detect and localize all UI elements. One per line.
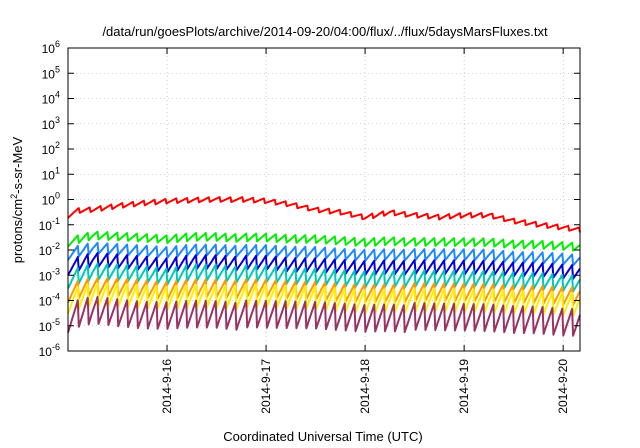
y-axis-label: protons/cm2-s-sr-MeV <box>9 136 25 263</box>
x-tick-label: 2014-9-19 <box>457 359 471 414</box>
y-tick-label: 10-1 <box>39 216 60 233</box>
y-tick-label: 10-5 <box>39 317 60 334</box>
y-axis-label-suffix: -s-sr-MeV <box>10 136 25 193</box>
y-tick-label: 106 <box>42 39 60 56</box>
y-tick-label: 10-3 <box>39 266 60 283</box>
y-tick-label: 10-2 <box>39 241 60 258</box>
y-tick-label: 10-4 <box>39 292 60 309</box>
y-tick-label: 100 <box>42 191 60 208</box>
y-tick-label: 102 <box>42 140 60 157</box>
x-axis-ticks: 2014-9-16 2014-9-17 2014-9-18 2014-9-19 2014… <box>160 48 570 414</box>
x-axis-label: Coordinated Universal Time (UTC) <box>223 429 422 444</box>
y-tick-label: 105 <box>42 64 60 81</box>
y-tick-label: 104 <box>42 90 60 107</box>
y-axis-ticks: 10-6 10-5 10-4 10-3 10-2 10-1 100 101 102 103 104 1… <box>39 39 580 359</box>
series-line-8 <box>67 296 581 337</box>
x-tick-label: 2014-9-18 <box>358 359 372 414</box>
x-tick-label: 2014-9-20 <box>556 359 570 414</box>
series-layer <box>67 196 581 337</box>
series-line-2 <box>67 230 581 252</box>
series-line-1 <box>67 196 581 233</box>
series-line-5 <box>67 262 581 293</box>
series-line-4 <box>67 252 581 280</box>
y-tick-label: 10-6 <box>39 342 60 359</box>
y-axis-label-prefix: protons/cm <box>10 199 25 263</box>
series-line-3 <box>67 241 581 267</box>
x-tick-label: 2014-9-17 <box>259 359 273 414</box>
y-tick-label: 101 <box>42 165 60 182</box>
chart-title: /data/run/goesPlots/archive/2014-09-20/0… <box>102 24 548 39</box>
y-axis-label-sup: 2 <box>9 194 19 199</box>
x-tick-label: 2014-9-16 <box>160 359 174 414</box>
y-tick-label: 103 <box>42 115 60 132</box>
